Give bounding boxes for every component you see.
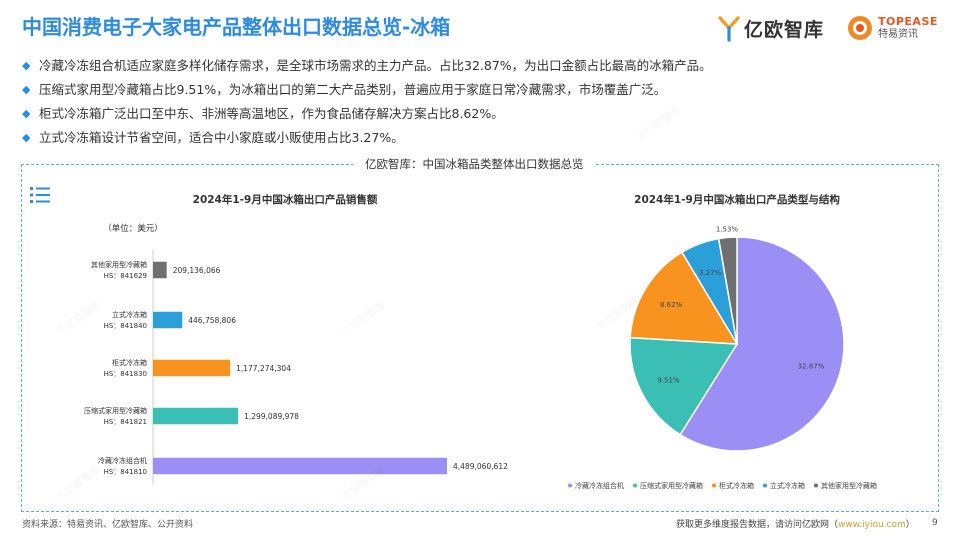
pie-legend-label: 压缩式家用型冷藏箱 — [640, 481, 703, 490]
page-title: 中国消费电子大家电产品整体出口数据总览-冰箱 — [22, 15, 451, 39]
page-number: 9 — [932, 518, 938, 528]
pie-value-label: 8.62% — [660, 301, 683, 309]
pie-legend-marker — [633, 483, 637, 488]
bar-category-label: 冷藏冷冻组合机 — [98, 456, 147, 465]
pie-legend-label: 柜式冷冻箱 — [719, 481, 754, 490]
diamond-icon: ◆ — [22, 107, 31, 120]
list-icon — [30, 187, 50, 203]
footer-source: 资料来源：特易资讯、亿欧智库、公开资料 — [22, 520, 194, 530]
footer-more-info: 获取更多维度报告数据，请访问亿欧网（www.iyiou.com） — [676, 520, 915, 530]
summary-bullet: ◆ 压缩式家用型冷藏箱占比9.51%，为冰箱出口的第二大产品类别，普遍应用于家庭日… — [22, 81, 712, 105]
bar-category-label: 立式冷冻箱 — [112, 310, 147, 319]
pie-legend-marker — [712, 483, 716, 488]
pie-legend-marker — [763, 483, 767, 488]
watermark-text: ©亿欧智库 — [54, 463, 102, 502]
pie-slice-2 — [629, 251, 739, 345]
bar-category-hs-code: HS：841810 — [104, 468, 147, 476]
pie-value-label: 3.27% — [699, 269, 722, 277]
bar-chart-unit-label: （单位：美元） — [103, 223, 163, 234]
watermark-text: ©亿欧智库 — [339, 298, 387, 337]
pie-legend-label: 立式冷冻箱 — [770, 481, 805, 490]
topease-logo: TOPEASE 特易资讯 — [846, 14, 938, 42]
pie-chart-title: 2024年1-9月中国冰箱出口产品类型与结构 — [634, 193, 840, 206]
yiou-logo-text: 亿欧智库 — [744, 19, 825, 41]
panel-title: 亿欧智库：中国冰箱品类整体出口数据总览 — [353, 155, 596, 173]
bar-value-label: 1,177,274,304 — [236, 364, 291, 373]
bar-3 — [153, 407, 239, 425]
pie-value-label: 32.87% — [798, 362, 825, 370]
bar-value-label: 1,299,089,978 — [244, 412, 299, 421]
summary-bullet: ◆ 冷藏冷冻组合机适应家庭多样化储存需求，是全球市场需求的主力产品。占比32.87… — [22, 57, 712, 81]
bar-1 — [153, 311, 183, 329]
bar-category-hs-code: HS：841840 — [104, 322, 147, 330]
pie-slice-0 — [679, 236, 845, 452]
pie-slice-4 — [717, 236, 738, 345]
pie-value-label: 9.51% — [657, 376, 680, 384]
bar-value-label: 4,489,060,612 — [453, 462, 508, 471]
bar-value-label: 209,136,066 — [173, 266, 221, 275]
watermark-text: ©亿欧智库 — [54, 298, 102, 337]
diamond-icon: ◆ — [22, 131, 31, 144]
pie-value-label: 1.53% — [716, 225, 739, 233]
pie-legend-label: 其他家用型冷藏箱 — [821, 481, 877, 490]
yiou-logo-icon — [718, 15, 740, 42]
diamond-icon: ◆ — [22, 59, 31, 72]
diamond-icon: ◆ — [22, 83, 31, 96]
bar-value-label: 446,758,806 — [188, 316, 236, 325]
summary-bullet: ◆ 立式冷冻箱设计节省空间，适合中小家庭或小贩使用占比3.27%。 — [22, 129, 712, 153]
bar-2 — [153, 359, 231, 377]
bar-category-hs-code: HS：841821 — [104, 418, 147, 426]
bar-0 — [153, 261, 167, 279]
summary-bullets: ◆ 冷藏冷冻组合机适应家庭多样化储存需求，是全球市场需求的主力产品。占比32.87… — [22, 57, 712, 153]
bar-category-label: 其他家用型冷藏箱 — [91, 260, 147, 269]
pie-legend-marker — [568, 483, 572, 488]
pie-legend-marker — [814, 483, 818, 488]
topease-logo-en: TOPEASE — [878, 15, 938, 28]
bar-category-label: 压缩式家用型冷藏箱 — [84, 406, 147, 415]
bar-4 — [153, 457, 447, 475]
topease-logo-cn: 特易资讯 — [878, 29, 918, 40]
bar-category-hs-code: HS：841629 — [104, 272, 147, 280]
topease-logo-icon — [848, 16, 872, 40]
bar-category-hs-code: HS：841830 — [104, 370, 147, 378]
yiou-logo: 亿欧智库 — [718, 15, 824, 42]
watermark-text: ©亿欧智库 — [634, 103, 682, 142]
bar-category-label: 柜式冷冻箱 — [112, 358, 147, 367]
footer-link[interactable]: www.iyiou.com — [838, 520, 906, 530]
summary-bullet: ◆ 柜式冷冻箱广泛出口至中东、非洲等高温地区，作为食品储存解决方案占比8.62%。 — [22, 105, 712, 129]
pie-slice-1 — [629, 336, 739, 436]
bar-chart-title: 2024年1-9月中国冰箱出口产品销售额 — [193, 193, 378, 206]
pie-legend-label: 冷藏冷冻组合机 — [575, 481, 624, 490]
